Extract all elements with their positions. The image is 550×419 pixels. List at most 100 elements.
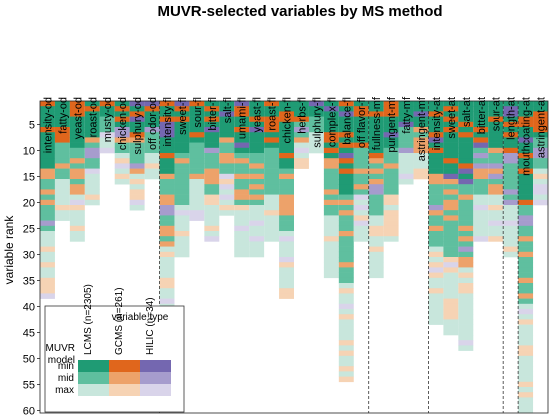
column-label-complex-fl: complex-fl [326, 97, 338, 147]
cell [368, 210, 384, 216]
cell [279, 288, 294, 294]
cell [174, 231, 190, 237]
cell [428, 309, 444, 315]
cell [383, 121, 399, 128]
cell [294, 111, 309, 117]
cell [338, 147, 354, 154]
cell [383, 142, 399, 149]
cell [458, 329, 474, 336]
cell [533, 132, 548, 138]
cell [204, 220, 220, 227]
cell [189, 137, 205, 143]
cell [69, 199, 85, 206]
cell [264, 147, 280, 154]
cell [159, 127, 175, 133]
cell [189, 153, 205, 159]
cell [234, 121, 250, 128]
cell [518, 189, 534, 195]
cell [40, 111, 55, 117]
cell [249, 116, 265, 123]
cell [84, 137, 100, 143]
cell [533, 142, 548, 149]
cell [189, 147, 205, 154]
cell [144, 132, 160, 138]
cell [234, 194, 250, 201]
cell [294, 116, 309, 123]
cell [338, 272, 354, 279]
cell [219, 147, 235, 154]
cell [413, 147, 429, 154]
cell [458, 205, 474, 211]
cell [54, 168, 70, 175]
cell [473, 101, 489, 107]
cell [443, 127, 459, 133]
cell [69, 173, 85, 180]
cell [264, 142, 280, 149]
cell [518, 283, 534, 289]
cell [368, 262, 384, 268]
cell [249, 210, 265, 216]
cell [398, 106, 414, 112]
group-separators [159, 101, 519, 413]
legend-swatch [140, 372, 171, 384]
column-sweet-at [443, 101, 459, 336]
cell [204, 127, 220, 133]
cell [518, 262, 534, 268]
column-label-fatty-od: fatty-od [57, 97, 69, 134]
cell [219, 137, 235, 143]
cell [204, 142, 220, 149]
cell [189, 101, 205, 107]
cell [338, 205, 354, 211]
cell [338, 345, 354, 351]
cell [338, 137, 354, 143]
cell [488, 215, 504, 221]
cell [99, 142, 115, 149]
cell [219, 163, 235, 169]
cell [503, 137, 519, 143]
cell [114, 106, 130, 112]
column-balance-fl [338, 101, 354, 383]
cell [40, 262, 55, 268]
cell [473, 231, 489, 237]
column-label-off odor-od: off odor-od [147, 97, 159, 150]
cell [144, 163, 160, 169]
cell [488, 132, 504, 138]
cell [189, 168, 205, 175]
column-salt-fl [219, 101, 235, 216]
cell [488, 116, 504, 123]
cell [503, 246, 519, 253]
cell [458, 121, 474, 128]
cell [159, 142, 175, 149]
cell [308, 142, 324, 149]
cell [428, 163, 444, 169]
cell [54, 106, 70, 112]
cell [159, 163, 175, 169]
cell [428, 319, 444, 325]
cell [219, 179, 235, 185]
cell [174, 106, 190, 112]
cell [40, 246, 55, 253]
cell [338, 231, 354, 237]
column-salt-at [458, 101, 474, 351]
cell [189, 116, 205, 123]
cell [473, 137, 489, 143]
cell [338, 319, 354, 325]
cell [144, 106, 160, 112]
cell [428, 121, 444, 128]
column-label-umami-fl: umami-fl [237, 97, 249, 139]
cell [518, 387, 534, 393]
cell [368, 236, 384, 242]
cell [368, 147, 384, 154]
cell [54, 189, 70, 195]
cell [398, 163, 414, 169]
cell [443, 179, 459, 185]
cell [353, 189, 369, 195]
cell [518, 205, 534, 211]
cell [428, 194, 444, 201]
cell [219, 199, 235, 206]
cell [249, 231, 265, 237]
cell [428, 184, 444, 190]
cell [383, 147, 399, 154]
cell [338, 277, 354, 284]
cell [488, 121, 504, 128]
